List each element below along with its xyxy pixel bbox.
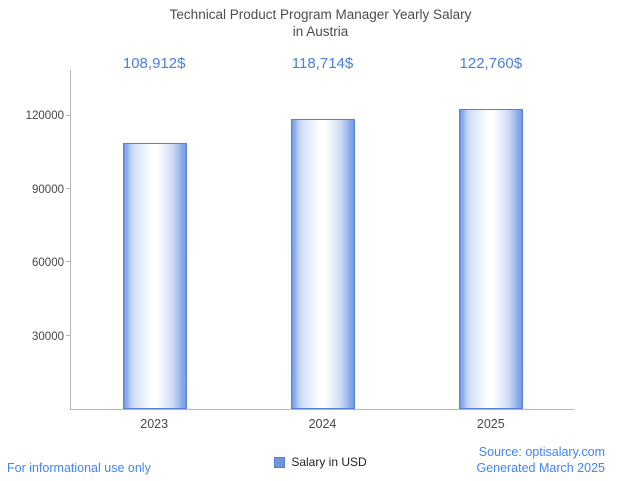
legend-swatch-icon — [274, 456, 286, 468]
x-axis-label-2023: 2023 — [140, 417, 169, 431]
bar-2024 — [291, 119, 355, 409]
x-axis-label-2025: 2025 — [476, 417, 505, 431]
bar-value-label-2024: 118,714$ — [291, 55, 354, 72]
chart-title: Technical Product Program Manager Yearly… — [0, 6, 641, 40]
chart-title-line-2: in Austria — [292, 24, 349, 39]
y-axis-tick-label: 90000 — [32, 183, 64, 196]
y-axis-tick — [66, 334, 71, 336]
bar-value-label-2025: 122,760$ — [459, 55, 523, 72]
y-axis-tick-label: 120000 — [25, 110, 64, 123]
generated-text: Generated March 2025 — [476, 461, 605, 475]
chart-legend: Salary in USD — [0, 455, 641, 469]
bar-value-label-2023: 108,912$ — [122, 55, 186, 72]
y-axis-tick — [66, 188, 71, 190]
x-axis-labels-row: 2023 2024 2025 — [70, 417, 575, 431]
bar-value-labels-row: 108,912$ 118,714$ 122,760$ — [70, 55, 575, 72]
attribution-block: Source: optisalary.com Generated March 2… — [476, 444, 605, 476]
y-axis-labels: 30000 60000 90000 120000 — [0, 70, 64, 410]
bar-2023 — [123, 143, 187, 409]
bar-cell-2025 — [407, 70, 575, 409]
y-axis-tick-label: 60000 — [32, 257, 64, 270]
disclaimer-text: For informational use only — [7, 461, 151, 475]
x-axis-label-2024: 2024 — [308, 417, 337, 431]
bars-row — [71, 70, 575, 409]
chart-title-line-1: Technical Product Program Manager Yearly… — [169, 7, 472, 22]
y-axis-tick-label: 30000 — [32, 330, 64, 343]
plot-area — [66, 70, 575, 410]
bar-cell-2024 — [239, 70, 407, 409]
legend-label: Salary in USD — [291, 455, 367, 469]
bar-2025 — [459, 109, 523, 409]
bar-cell-2023 — [71, 70, 239, 409]
y-axis-tick — [66, 261, 71, 263]
y-axis-tick — [66, 114, 71, 116]
source-text: Source: optisalary.com — [478, 445, 605, 459]
